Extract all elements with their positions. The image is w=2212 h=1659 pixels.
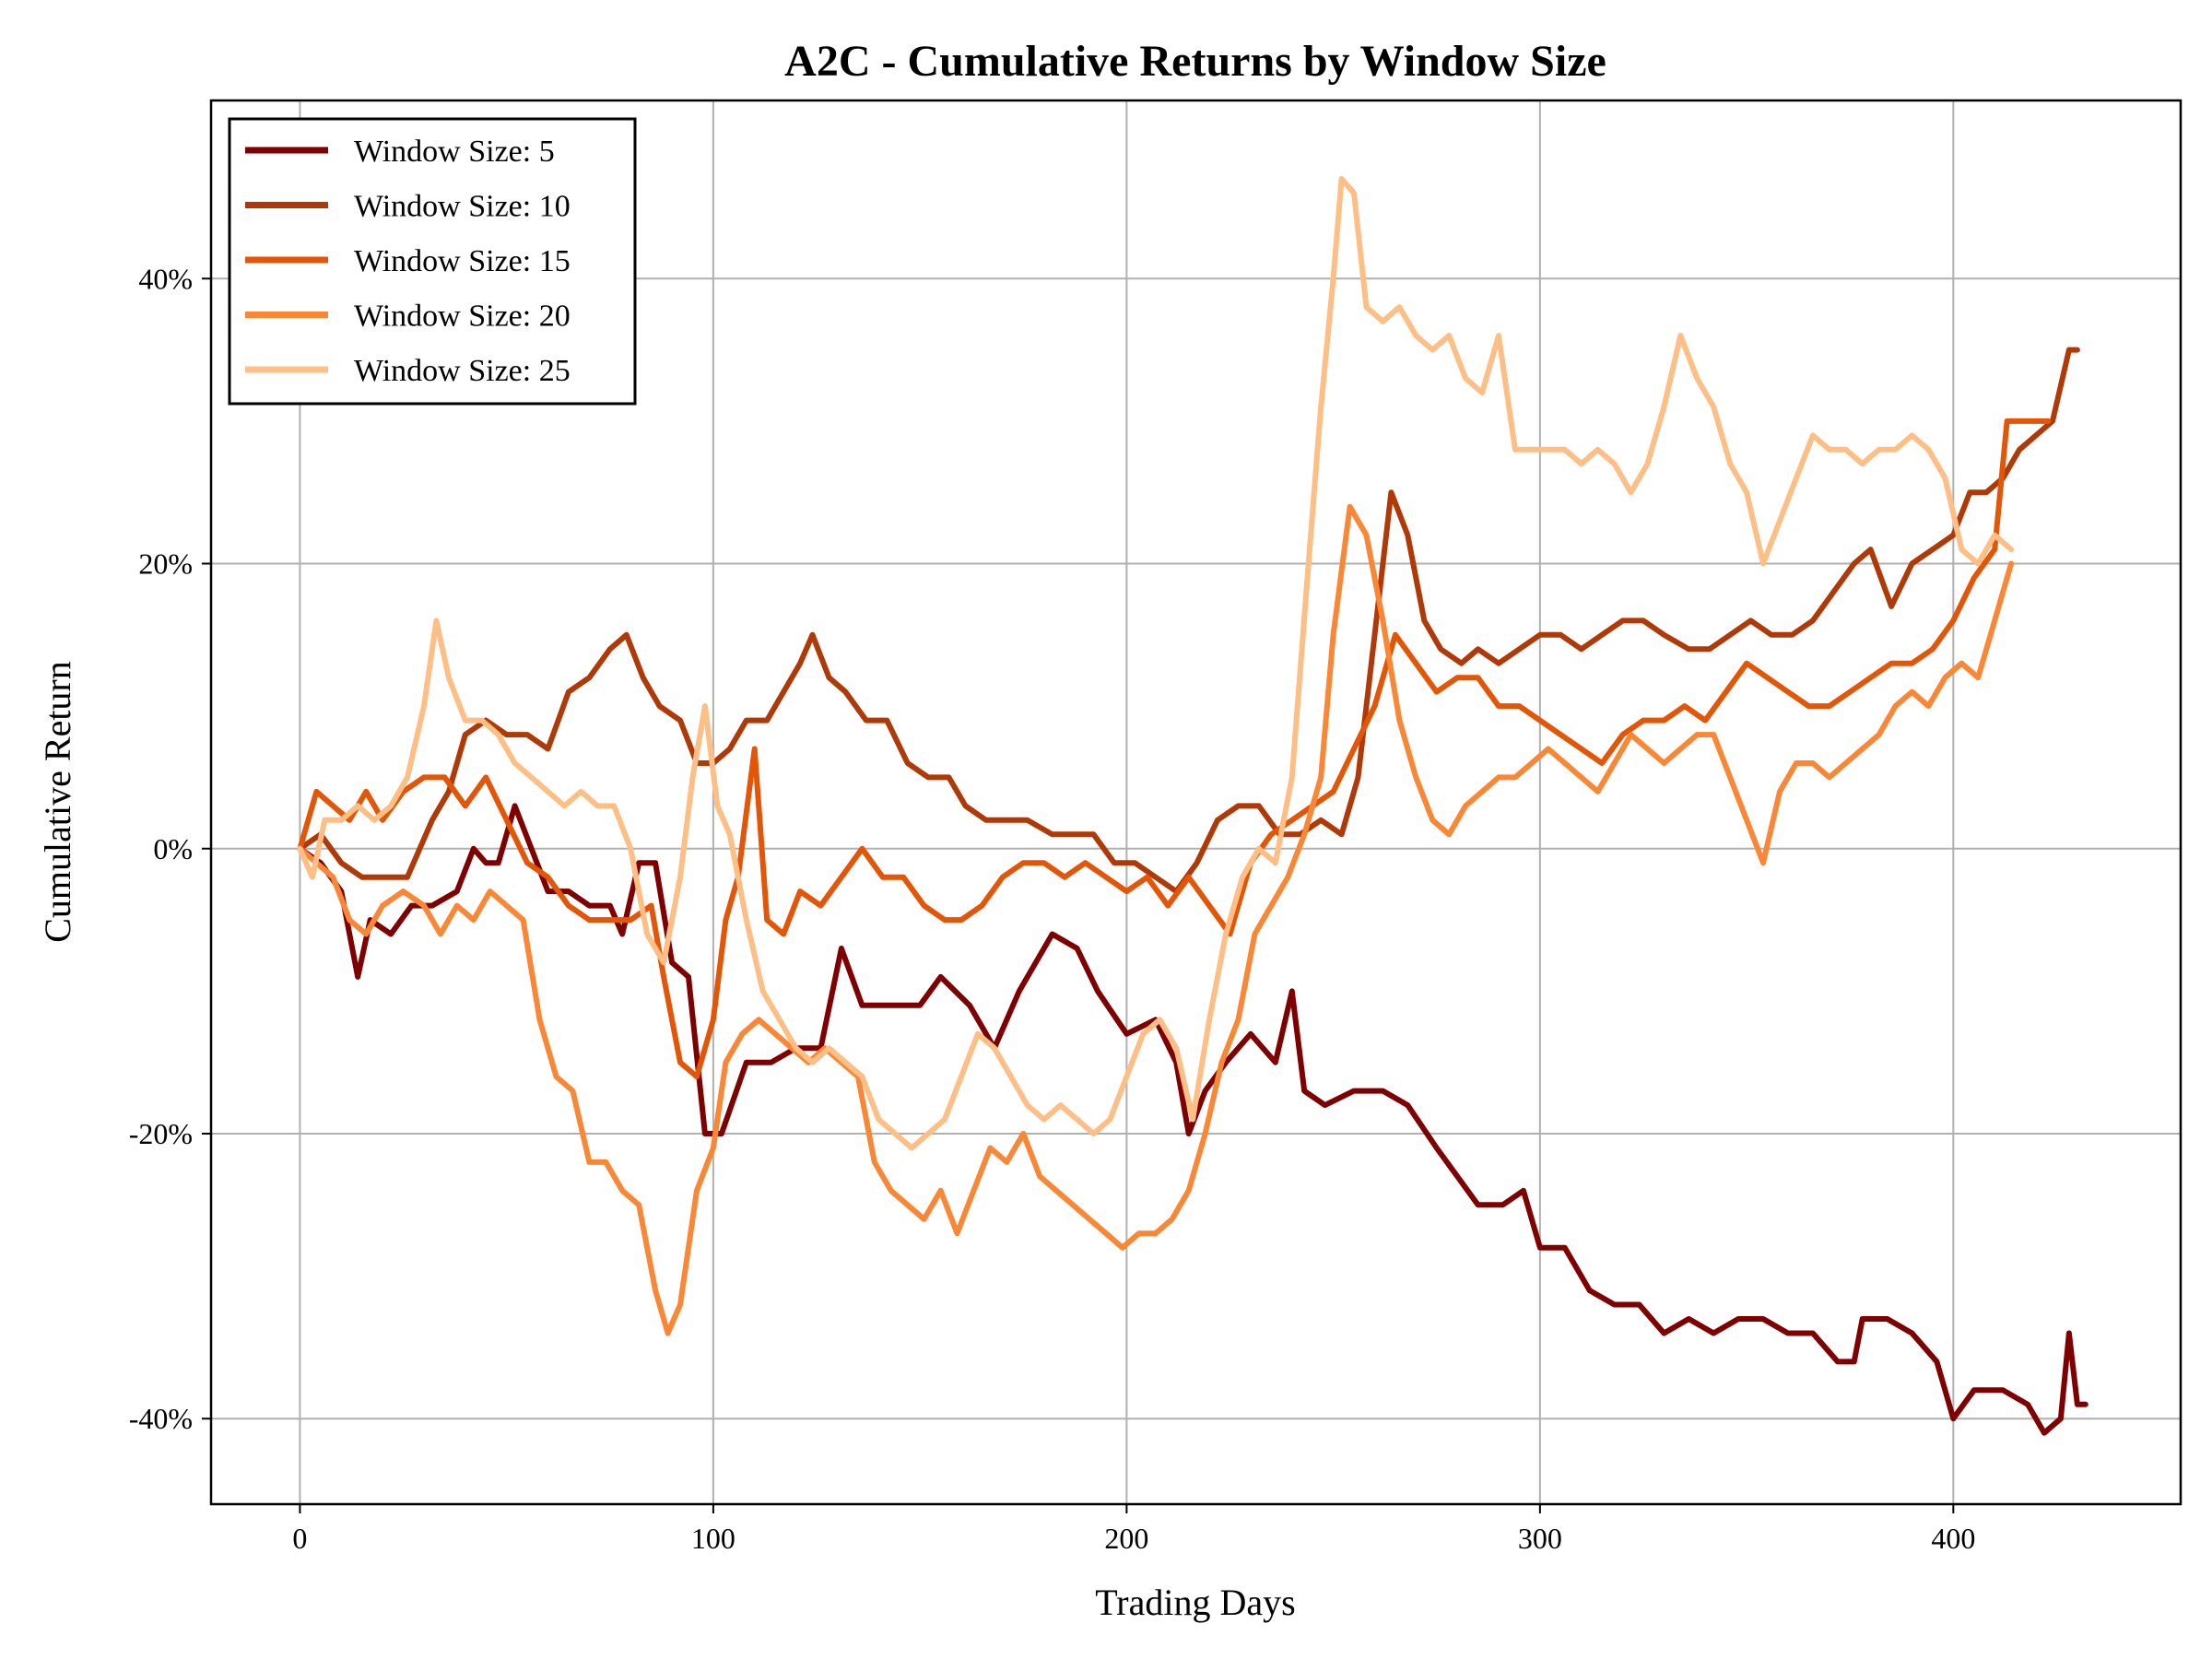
y-tick-label: 20% <box>138 547 193 581</box>
y-tick-label: -20% <box>129 1117 193 1150</box>
series-line-window-5 <box>297 176 2015 1151</box>
x-tick-label: 400 <box>1931 1522 1975 1555</box>
x-tick-label: 300 <box>1518 1522 1562 1555</box>
chart-title: A2C - Cumulative Returns by Window Size <box>784 37 1606 86</box>
x-axis-label: Trading Days <box>1095 1582 1295 1623</box>
legend: Window Size: 5 Window Size: 10 Window Size… <box>228 117 637 406</box>
legend-label: Window Size: 15 <box>354 244 571 278</box>
x-tick-label: 100 <box>691 1522 735 1555</box>
series-line-window-2 <box>297 347 2080 895</box>
plot-frame <box>209 99 2183 1506</box>
legend-label: Window Size: 20 <box>354 300 571 334</box>
y-tick-label: 0% <box>153 832 193 865</box>
y-axis-label: Cumulative Return <box>37 661 78 943</box>
axis-ticks: 0 100 200 300 400 -40% -20% 0% 20% 40% <box>129 262 1976 1555</box>
legend-label: Window Size: 25 <box>354 354 571 388</box>
series-lines <box>297 176 2088 1436</box>
y-tick-label: -40% <box>129 1402 193 1435</box>
grid-lines <box>211 100 2181 1504</box>
y-tick-label: 40% <box>138 262 193 295</box>
series-line-window-3 <box>297 418 2052 1080</box>
series-line-window-4 <box>297 503 2015 1336</box>
x-tick-label: 0 <box>292 1522 307 1555</box>
x-tick-label: 200 <box>1104 1522 1148 1555</box>
legend-label: Window Size: 10 <box>354 190 571 224</box>
legend-label: Window Size: 5 <box>354 135 555 169</box>
